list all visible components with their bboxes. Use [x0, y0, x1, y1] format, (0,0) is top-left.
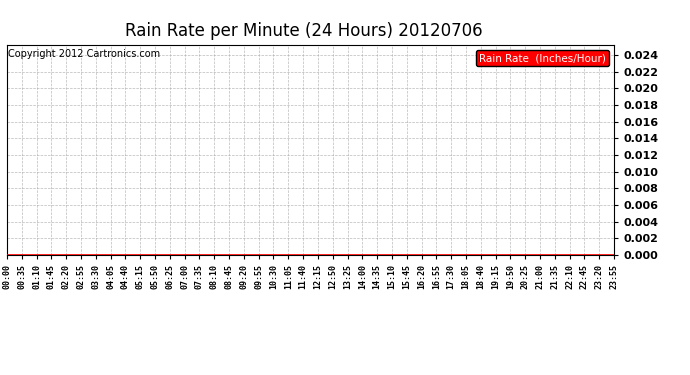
Legend: Rain Rate  (Inches/Hour): Rain Rate (Inches/Hour) — [476, 50, 609, 66]
Text: Rain Rate per Minute (24 Hours) 20120706: Rain Rate per Minute (24 Hours) 20120706 — [125, 22, 482, 40]
Text: Copyright 2012 Cartronics.com: Copyright 2012 Cartronics.com — [8, 49, 160, 59]
